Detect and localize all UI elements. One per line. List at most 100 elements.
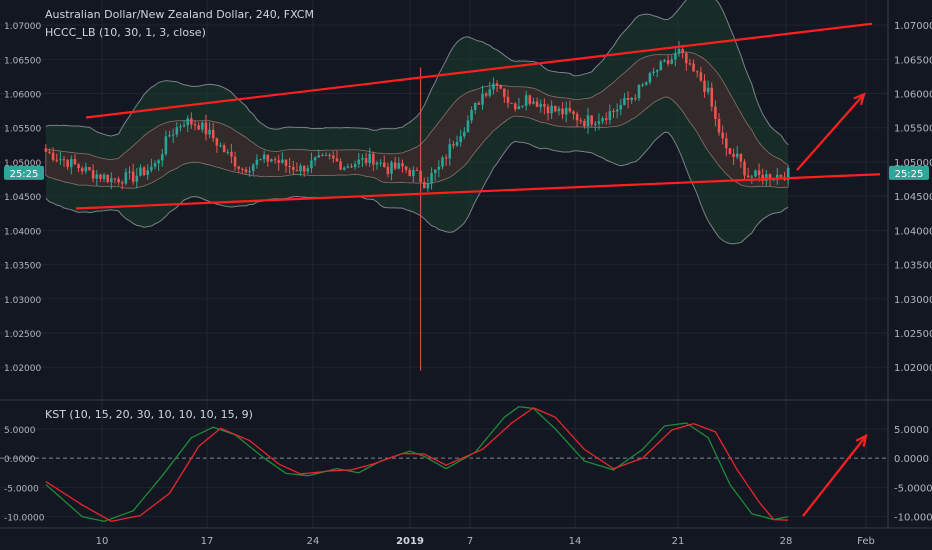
candle — [157, 159, 160, 171]
candle — [426, 176, 430, 192]
candle — [288, 157, 291, 174]
candle — [714, 100, 717, 127]
candle — [59, 151, 62, 165]
candle — [477, 101, 481, 105]
candle — [404, 165, 408, 174]
outer-band-upper — [45, 0, 789, 146]
candle — [685, 51, 688, 71]
price-tick-label-right: 1.07000 — [894, 21, 932, 32]
price-tick-label-left: 1.02000 — [4, 364, 41, 374]
kst-indicator-title[interactable]: KST (10, 15, 20, 30, 10, 10, 10, 15, 9) — [45, 408, 253, 421]
candle — [513, 102, 517, 112]
price-tick-label-right: 1.03500 — [894, 261, 932, 272]
price-tick-label-right: 1.02500 — [894, 329, 932, 340]
candle — [291, 160, 295, 175]
upper-channel-line[interactable] — [85, 22, 873, 119]
candle — [663, 58, 666, 63]
price-tick-label-left: 1.07000 — [4, 22, 41, 32]
candle — [433, 169, 437, 182]
lower-channel-line[interactable] — [75, 173, 881, 210]
candle — [546, 104, 550, 121]
price-tick-label-right: 1.05500 — [894, 124, 932, 135]
candle — [204, 114, 208, 141]
candle — [739, 153, 743, 168]
candle — [219, 142, 222, 148]
projection-arrow[interactable] — [796, 93, 865, 171]
candle — [190, 112, 193, 129]
candle — [630, 96, 633, 104]
candle — [393, 156, 397, 171]
trendline-group[interactable] — [75, 22, 881, 517]
candle — [455, 135, 459, 147]
price-badge-left: 25:25 — [4, 165, 44, 180]
candle — [251, 162, 255, 176]
price-tick-label-left: 1.03000 — [4, 296, 41, 306]
candle — [677, 41, 681, 57]
candle — [688, 58, 692, 66]
candle — [528, 94, 532, 106]
candle — [230, 143, 233, 164]
candle — [277, 154, 280, 171]
candle — [353, 160, 357, 170]
candle — [721, 125, 724, 145]
candle — [554, 105, 557, 113]
candle — [248, 166, 251, 177]
candle — [644, 81, 648, 86]
kst-projection-arrow[interactable] — [802, 435, 867, 517]
candle — [415, 167, 419, 171]
candle — [120, 180, 124, 190]
candle — [659, 60, 663, 71]
time-tick-label: 17 — [201, 536, 214, 547]
candle-series — [44, 41, 790, 371]
kst-tick-label-right: 0.0000 — [894, 454, 929, 465]
arrow-head-icon — [855, 433, 868, 447]
candle — [488, 81, 492, 98]
candle — [408, 167, 411, 177]
kst-tick-label-left: 0.0000 — [4, 455, 36, 465]
candle — [423, 177, 426, 189]
time-tick-label: Feb — [857, 536, 875, 547]
candle — [583, 118, 586, 129]
price-badge-left-label: 25:25 — [10, 169, 39, 180]
candle — [626, 91, 630, 109]
outer-band-lower — [45, 131, 789, 245]
candle — [175, 122, 179, 138]
candle — [604, 112, 608, 125]
candle — [699, 66, 703, 83]
indicator-title[interactable]: HCCC_LB (10, 30, 1, 3, close) — [45, 26, 206, 39]
candle — [91, 164, 95, 183]
price-tick-label-right: 1.04500 — [894, 192, 932, 203]
candle — [441, 155, 444, 170]
price-tick-label-left: 1.03500 — [4, 262, 41, 272]
symbol-title[interactable]: Australian Dollar/New Zealand Dollar, 24… — [45, 8, 314, 21]
candle — [641, 82, 644, 88]
candle — [44, 144, 48, 153]
candle — [612, 108, 615, 119]
candle — [266, 154, 270, 167]
candle — [270, 158, 273, 163]
candle — [237, 165, 240, 173]
candle — [572, 109, 575, 120]
candle — [215, 137, 219, 153]
candle — [222, 143, 226, 153]
candle — [368, 147, 371, 167]
candle — [168, 130, 171, 138]
candle — [66, 158, 69, 170]
candle — [153, 160, 157, 170]
candle — [146, 164, 149, 180]
kst-series — [45, 406, 789, 523]
candle — [390, 160, 393, 181]
price-badge-right-label: 25:25 — [895, 169, 924, 180]
candle — [637, 83, 641, 102]
candle — [342, 166, 346, 171]
candle — [208, 122, 211, 139]
candle — [164, 130, 168, 157]
price-tick-label-left: 1.02500 — [4, 330, 41, 340]
price-tick-label-right: 1.03000 — [894, 295, 932, 306]
kst-tick-label-right: 5.0000 — [894, 425, 929, 436]
candle — [160, 148, 164, 167]
candle — [179, 123, 182, 132]
candle — [532, 97, 535, 105]
candle — [506, 89, 510, 109]
candle — [466, 115, 470, 133]
